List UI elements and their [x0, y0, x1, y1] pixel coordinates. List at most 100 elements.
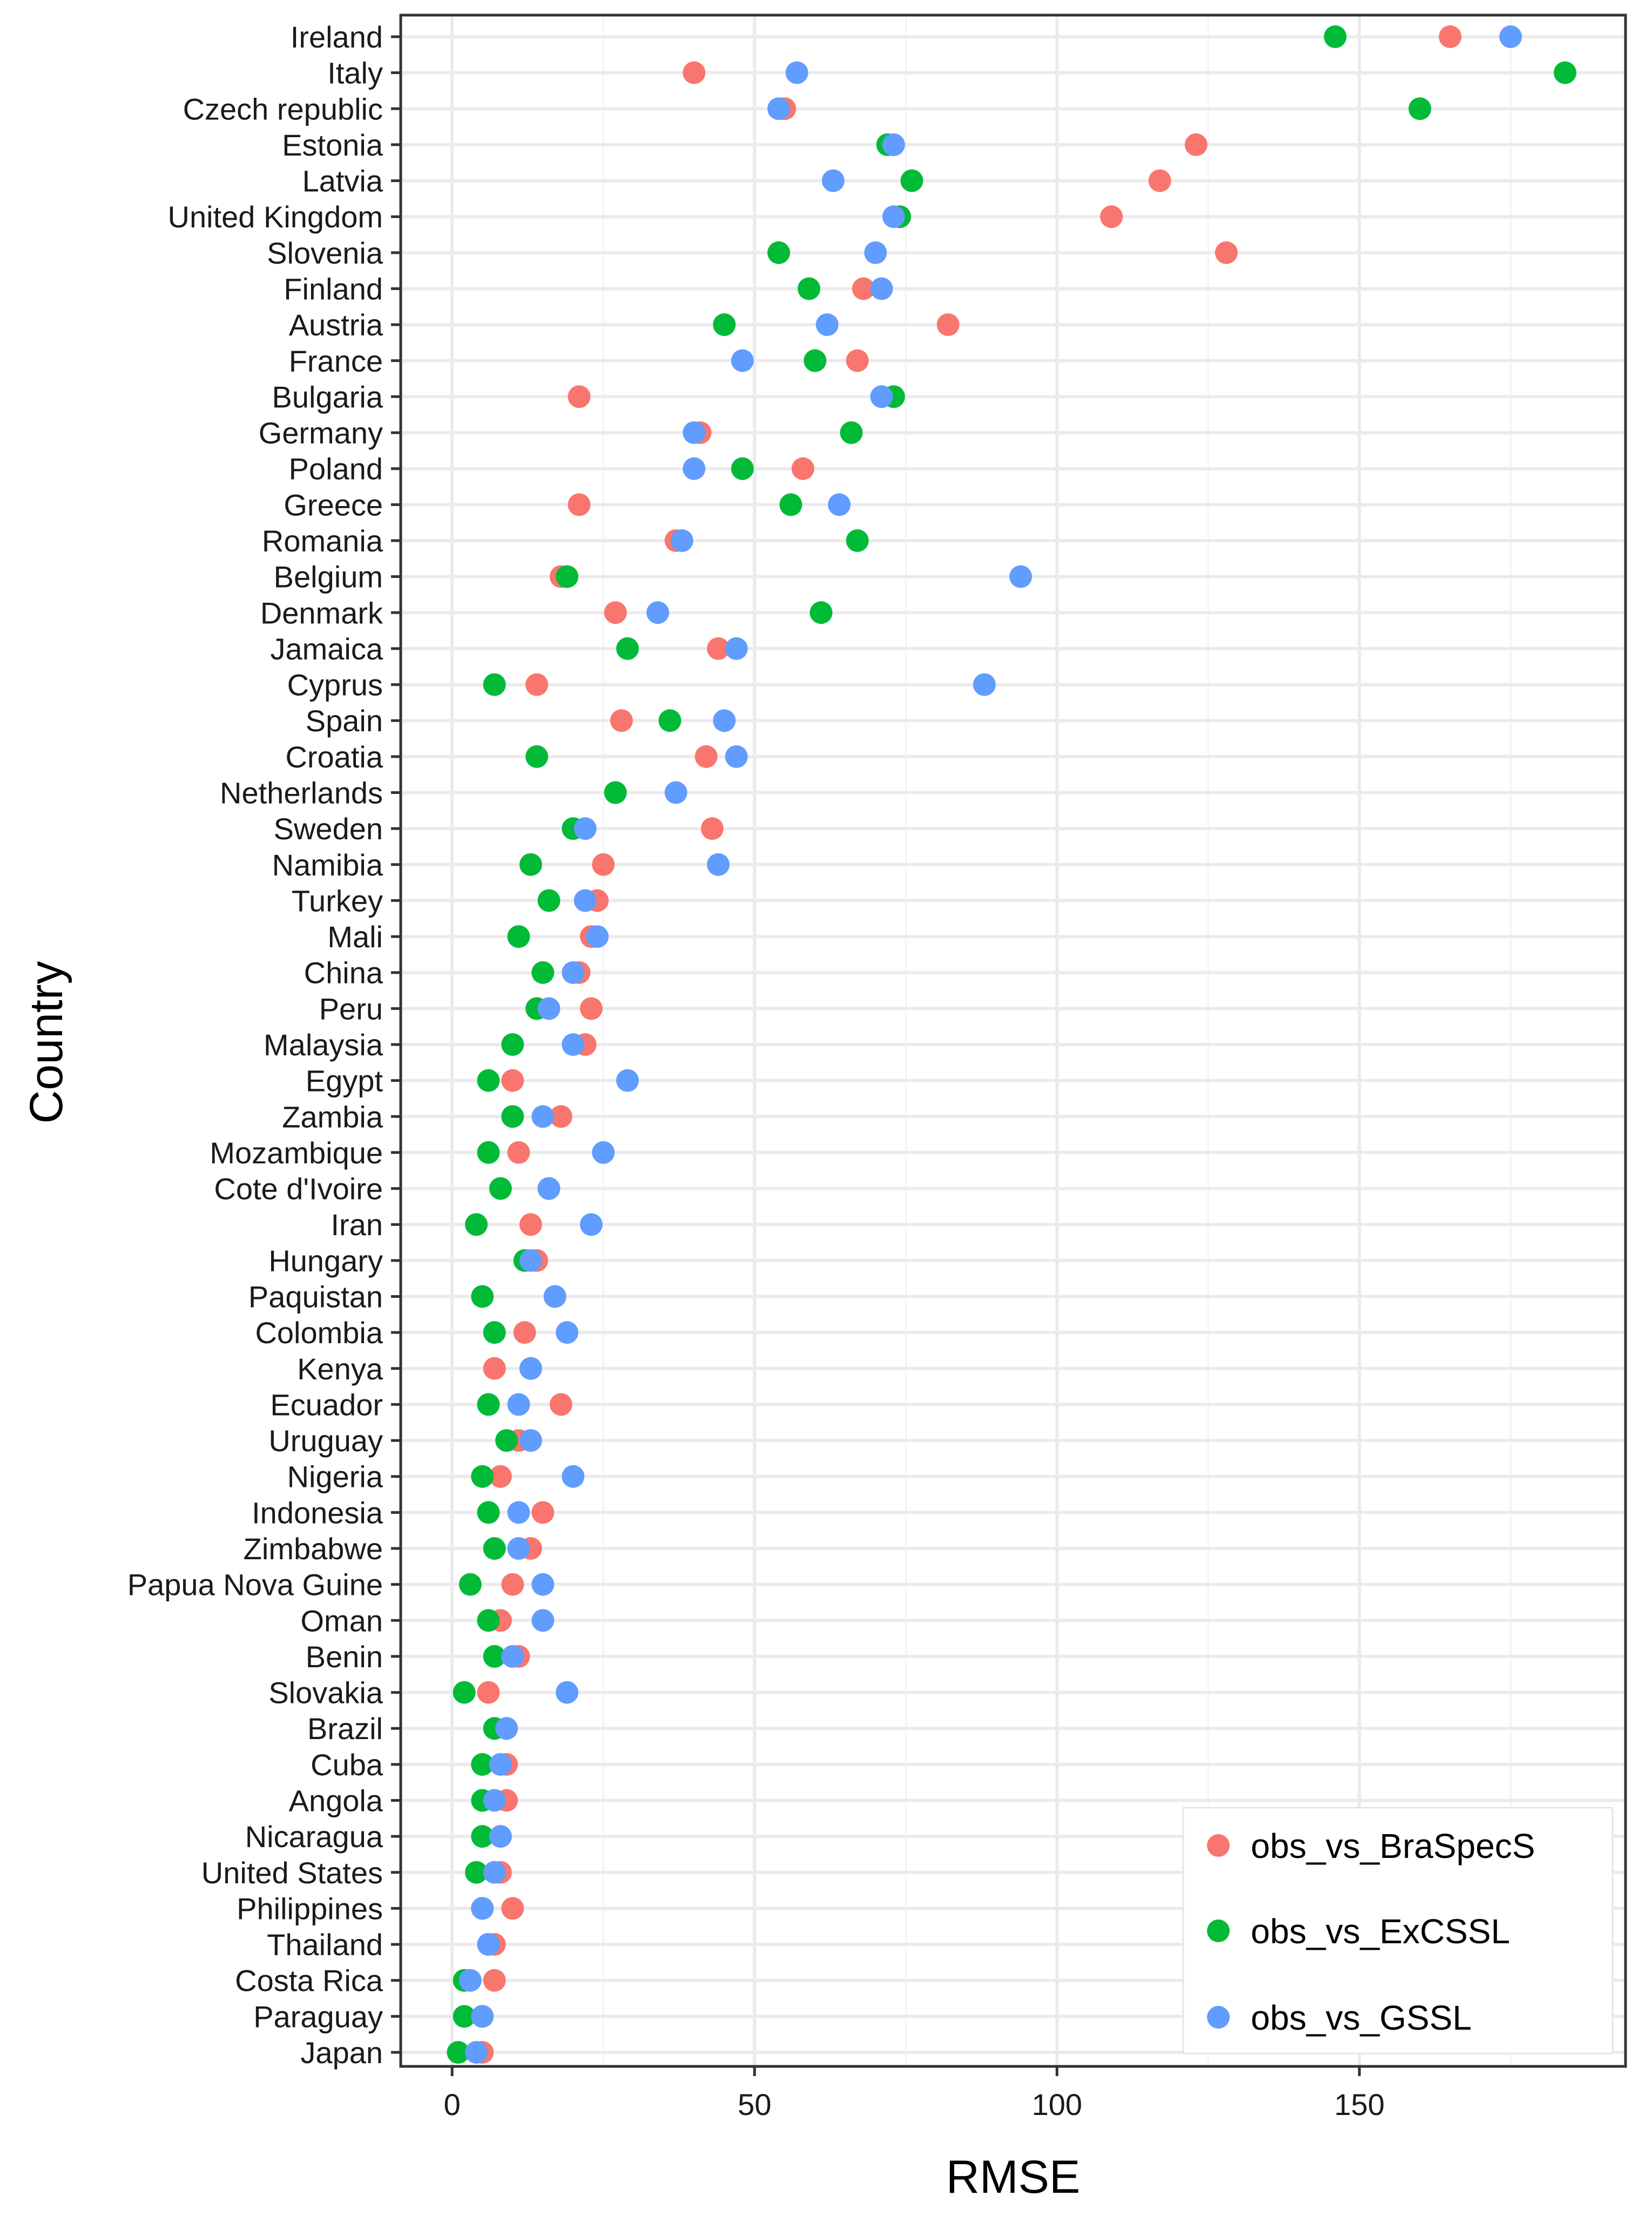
point-obs-vs-excssl-slovenia: [767, 241, 790, 264]
point-obs-vs-gssl-benin: [501, 1645, 524, 1668]
legend-label-braspecs: obs_vs_BraSpecS: [1251, 1827, 1535, 1865]
y-tick-label-uruguay: Uruguay: [268, 1424, 383, 1458]
point-obs-vs-gssl-kenya: [519, 1357, 542, 1380]
point-obs-vs-braspecs-croatia: [694, 745, 718, 768]
point-obs-vs-braspecs-philippines: [501, 1897, 524, 1920]
point-obs-vs-gssl-china: [562, 961, 585, 984]
point-obs-vs-gssl-germany: [683, 421, 706, 444]
point-obs-vs-excssl-france: [804, 349, 827, 372]
point-obs-vs-braspecs-namibia: [592, 853, 615, 876]
y-tick-label-latvia: Latvia: [302, 164, 383, 198]
point-obs-vs-braspecs-ecuador: [549, 1393, 572, 1416]
y-tick-label-china: China: [304, 956, 383, 990]
point-obs-vs-gssl-turkey: [574, 889, 597, 912]
y-tick-label-nigeria: Nigeria: [287, 1460, 383, 1494]
legend-key-braspecs: [1207, 1834, 1230, 1857]
point-obs-vs-gssl-egypt: [616, 1069, 639, 1092]
y-tick-label-malaysia: Malaysia: [264, 1028, 383, 1062]
y-tick-label-ecuador: Ecuador: [270, 1387, 383, 1422]
point-obs-vs-excssl-belgium: [556, 565, 578, 588]
point-obs-vs-excssl-italy: [1554, 61, 1576, 84]
point-obs-vs-excssl-united-states: [465, 1861, 488, 1884]
point-obs-vs-gssl-estonia: [882, 133, 905, 156]
point-obs-vs-braspecs-finland: [852, 277, 875, 300]
point-obs-vs-gssl-bulgaria: [870, 385, 893, 408]
point-obs-vs-braspecs-kenya: [483, 1357, 506, 1380]
legend-item-braspecs: obs_vs_BraSpecS: [1207, 1827, 1535, 1865]
point-obs-vs-excssl-germany: [840, 421, 863, 444]
point-obs-vs-excssl-latvia: [900, 169, 923, 192]
point-obs-vs-excssl-poland: [731, 457, 754, 480]
y-tick-label-nicaragua: Nicaragua: [245, 1820, 383, 1854]
x-tick-label-150: 150: [1334, 2087, 1384, 2121]
point-obs-vs-gssl-nigeria: [562, 1465, 585, 1488]
point-obs-vs-excssl-benin: [483, 1645, 506, 1668]
y-tick-label-turkey: Turkey: [292, 884, 383, 918]
point-obs-vs-braspecs-estonia: [1184, 133, 1208, 156]
point-obs-vs-braspecs-cyprus: [525, 673, 548, 696]
y-tick-label-sweden: Sweden: [274, 812, 383, 846]
y-tick-label-denmark: Denmark: [260, 596, 383, 630]
point-obs-vs-gssl-denmark: [646, 601, 669, 624]
y-tick-label-cuba: Cuba: [311, 1748, 383, 1782]
point-obs-vs-braspecs-bulgaria: [568, 385, 591, 408]
y-tick-label-indonesia: Indonesia: [252, 1496, 383, 1530]
point-obs-vs-gssl-netherlands: [664, 781, 687, 804]
point-obs-vs-gssl-uruguay: [519, 1429, 542, 1452]
point-obs-vs-gssl-zimbabwe: [507, 1537, 530, 1560]
point-obs-vs-braspecs-latvia: [1148, 169, 1171, 192]
y-tick-label-brazil: Brazil: [307, 1712, 383, 1746]
y-tick-label-kenya: Kenya: [297, 1352, 383, 1386]
point-obs-vs-gssl-united-states: [483, 1861, 506, 1884]
point-obs-vs-excssl-china: [531, 961, 555, 984]
y-tick-label-spain: Spain: [306, 704, 383, 738]
x-tick-label-0: 0: [444, 2087, 461, 2121]
point-obs-vs-gssl-oman: [531, 1609, 555, 1632]
y-tick-label-united-states: United States: [201, 1856, 383, 1890]
point-obs-vs-excssl-oman: [477, 1609, 500, 1632]
point-obs-vs-gssl-indonesia: [507, 1501, 530, 1524]
point-obs-vs-gssl-spain: [713, 709, 736, 732]
y-tick-label-benin: Benin: [306, 1640, 383, 1674]
y-tick-label-papua-nova-guine: Papua Nova Guine: [127, 1568, 383, 1602]
point-obs-vs-excssl-czech-republic: [1408, 97, 1432, 120]
points-layer: [447, 25, 1576, 2064]
y-tick-label-egypt: Egypt: [306, 1064, 383, 1098]
point-obs-vs-excssl-iran: [465, 1213, 488, 1236]
point-obs-vs-excssl-nicaragua: [471, 1825, 494, 1848]
point-obs-vs-gssl-namibia: [707, 853, 730, 876]
point-obs-vs-braspecs-mozambique: [507, 1141, 530, 1164]
point-obs-vs-gssl-austria: [815, 313, 839, 336]
point-obs-vs-braspecs-denmark: [604, 601, 627, 624]
point-obs-vs-braspecs-papua-nova-guine: [501, 1573, 524, 1596]
point-obs-vs-excssl-namibia: [519, 853, 542, 876]
legend-item-gssl: obs_vs_GSSL: [1207, 1998, 1472, 2037]
y-tick-label-angola: Angola: [289, 1784, 383, 1818]
y-tick-label-slovakia: Slovakia: [268, 1676, 383, 1710]
point-obs-vs-gssl-peru: [537, 997, 561, 1020]
point-obs-vs-gssl-costa-rica: [458, 1969, 482, 1992]
point-obs-vs-braspecs-spain: [610, 709, 633, 732]
y-tick-label-mali: Mali: [327, 920, 383, 954]
point-obs-vs-braspecs-zambia: [549, 1105, 572, 1128]
point-obs-vs-gssl-united-kingdom: [882, 205, 905, 228]
y-tick-label-greece: Greece: [284, 488, 383, 522]
point-obs-vs-gssl-brazil: [495, 1717, 518, 1740]
y-tick-label-jamaica: Jamaica: [270, 632, 383, 666]
point-obs-vs-gssl-poland: [683, 457, 706, 480]
point-obs-vs-gssl-mozambique: [592, 1141, 615, 1164]
y-tick-label-netherlands: Netherlands: [220, 776, 383, 810]
y-tick-label-namibia: Namibia: [272, 848, 383, 882]
point-obs-vs-braspecs-colombia: [513, 1321, 536, 1344]
point-obs-vs-braspecs-sweden: [700, 817, 724, 840]
plot-panel-background: [401, 15, 1626, 2066]
point-obs-vs-excssl-croatia: [525, 745, 548, 768]
y-tick-label-paquistan: Paquistan: [248, 1280, 383, 1314]
point-obs-vs-excssl-jamaica: [616, 637, 639, 660]
point-obs-vs-gssl-ireland: [1499, 25, 1522, 48]
legend-item-excssl: obs_vs_ExCSSL: [1207, 1912, 1510, 1951]
y-tick-label-bulgaria: Bulgaria: [272, 380, 383, 414]
point-obs-vs-gssl-philippines: [471, 1897, 494, 1920]
y-tick-label-mozambique: Mozambique: [210, 1136, 383, 1170]
y-tick-label-italy: Italy: [327, 56, 383, 90]
